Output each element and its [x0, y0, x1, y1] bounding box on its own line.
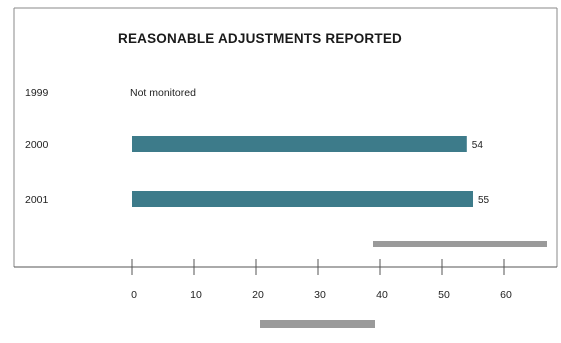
bar-rows: 1999 Not monitored 2000 54 2001 55 [25, 87, 490, 207]
bar-2000 [132, 136, 467, 152]
x-axis-ticks: 0 10 20 30 40 50 60 [131, 259, 512, 301]
tick-label-60: 60 [500, 289, 512, 301]
tick-label-0: 0 [131, 289, 137, 301]
decor-bar-bottom [260, 320, 375, 328]
value-label-2001: 55 [478, 195, 490, 206]
category-label-1999: 1999 [25, 87, 49, 99]
chart-title: REASONABLE ADJUSTMENTS REPORTED [118, 31, 402, 46]
decor-bar-right [373, 241, 547, 247]
tick-label-30: 30 [314, 289, 326, 301]
category-label-2001: 2001 [25, 194, 49, 206]
note-label-1999: Not monitored [130, 87, 196, 99]
bar-2001 [132, 191, 473, 207]
tick-label-20: 20 [252, 289, 264, 301]
tick-label-50: 50 [438, 289, 450, 301]
category-label-2000: 2000 [25, 139, 49, 151]
tick-label-10: 10 [190, 289, 202, 301]
tick-label-40: 40 [376, 289, 388, 301]
value-label-2000: 54 [472, 140, 484, 151]
